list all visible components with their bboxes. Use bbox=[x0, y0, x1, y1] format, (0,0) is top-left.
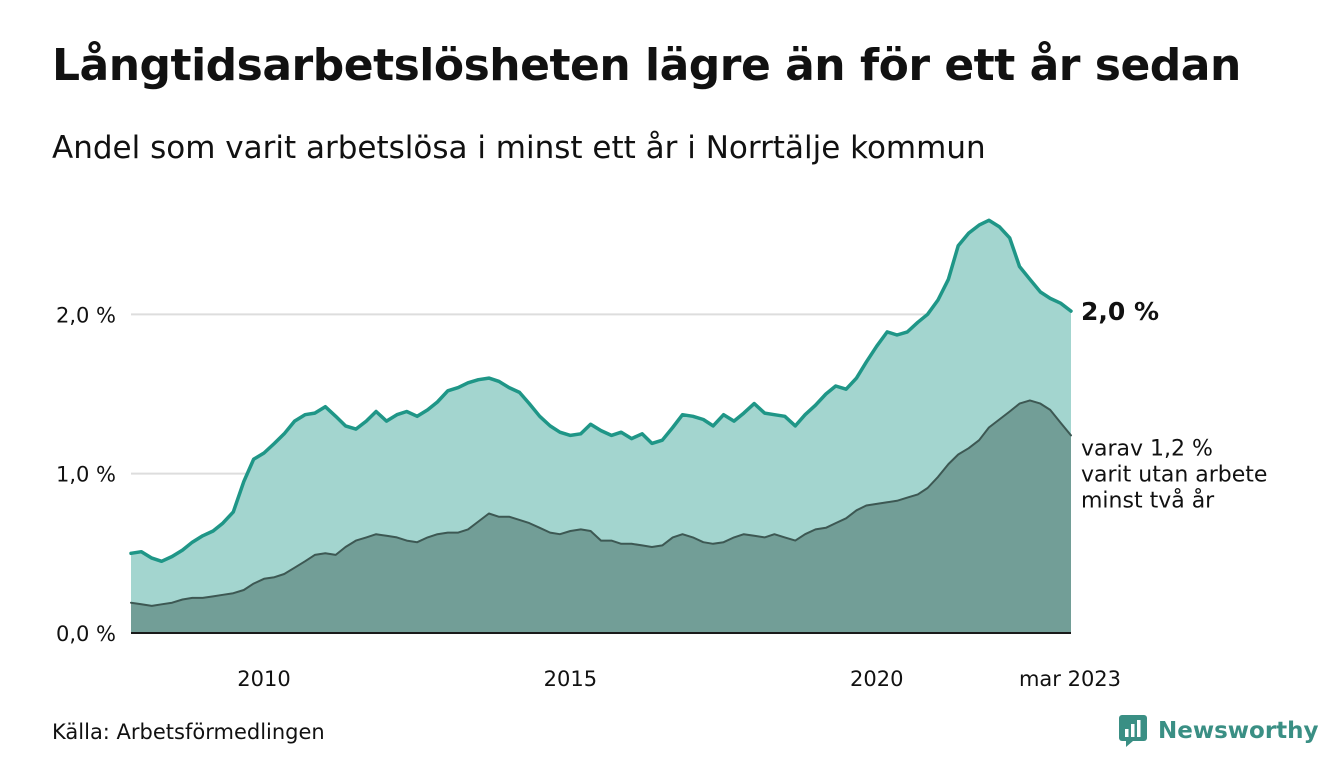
twoyear-end-label-line: minst två år bbox=[1081, 487, 1215, 513]
x-tick-label: 2010 bbox=[237, 667, 290, 691]
chart-title: Långtidsarbetslösheten lägre än för ett … bbox=[52, 40, 1241, 91]
y-tick-label: 0,0 % bbox=[56, 622, 116, 646]
area-twoyear bbox=[131, 400, 1071, 633]
source-note: Källa: Arbetsförmedlingen bbox=[52, 720, 325, 744]
y-tick-label: 1,0 % bbox=[56, 463, 116, 487]
areas bbox=[129, 218, 1073, 634]
series-line-twoyear bbox=[130, 399, 1072, 607]
total-end-label: 2,0 % bbox=[1081, 297, 1159, 326]
y-tick-label: 2,0 % bbox=[56, 303, 116, 327]
x-tick-label: 2015 bbox=[544, 667, 597, 691]
chart-bubble-icon bbox=[1119, 715, 1147, 747]
series-line-total bbox=[129, 218, 1073, 564]
brand-logo[interactable]: Newsworthy bbox=[1118, 714, 1319, 748]
x-tick-label: 2020 bbox=[850, 667, 903, 691]
brand-name: Newsworthy bbox=[1158, 718, 1319, 744]
twoyear-end-label-line: varav 1,2 % bbox=[1081, 436, 1213, 461]
twoyear-end-label-line: varit utan arbete bbox=[1081, 462, 1267, 487]
chart-subtitle: Andel som varit arbetslösa i minst ett å… bbox=[52, 130, 986, 166]
labels: 0,0 % 1,0 % 2,0 % 2010 2015 2020 mar 2023 2,0 %… bbox=[56, 297, 1267, 691]
x-tick-label: mar 2023 bbox=[1019, 667, 1121, 691]
